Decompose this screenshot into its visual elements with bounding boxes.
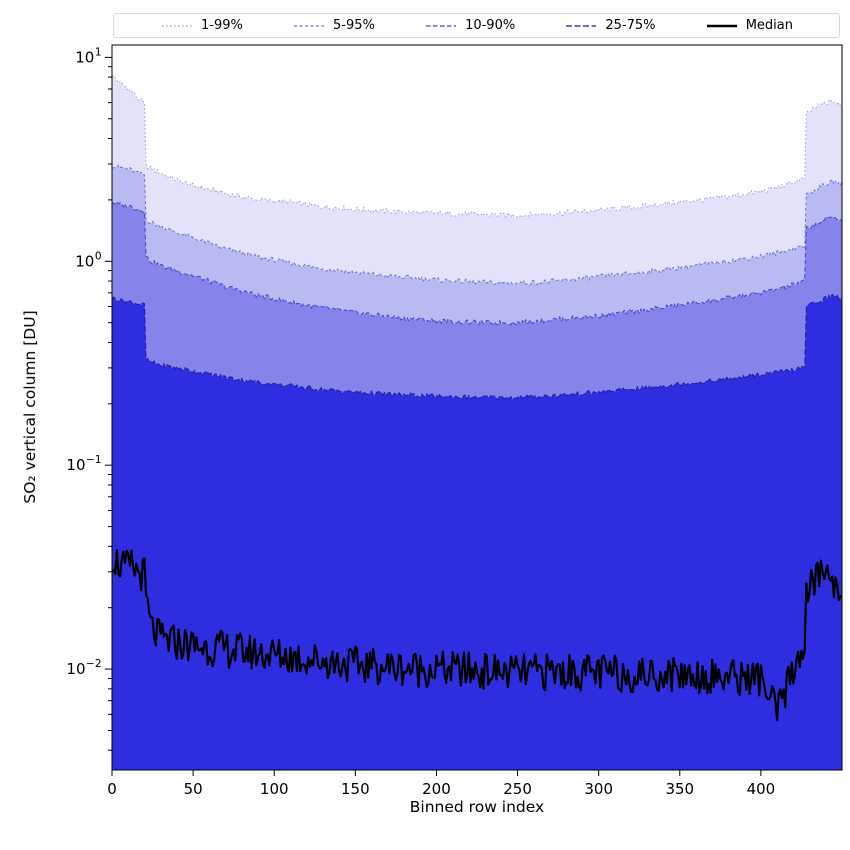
legend-label: 1-99% (201, 18, 243, 33)
y-axis-label: SO₂ vertical column [DU] (21, 310, 39, 504)
legend-line-sample-icon (294, 24, 325, 27)
legend-line-sample-icon (162, 24, 192, 27)
legend-item-10-90-: 10-90% (424, 18, 515, 33)
legend-label: 5-95% (333, 18, 375, 33)
legend-label: 10-90% (465, 18, 516, 33)
legend-item-median: Median (705, 18, 793, 33)
legend-line-sample-icon (566, 24, 597, 27)
legend-item-5-95-: 5-95% (292, 18, 375, 33)
legend-item-25-75-: 25-75% (564, 18, 656, 33)
legend-line-sample-icon (706, 24, 737, 27)
legend-label: 25-75% (605, 18, 656, 33)
legend-label: Median (745, 18, 793, 33)
legend-line-sample-icon (426, 24, 457, 27)
legend: 1-99% 5-95% 10-90% 25-75% Median (113, 13, 840, 38)
x-axis-label: Binned row index (409, 798, 545, 816)
legend-item-1-99-: 1-99% (160, 18, 243, 33)
